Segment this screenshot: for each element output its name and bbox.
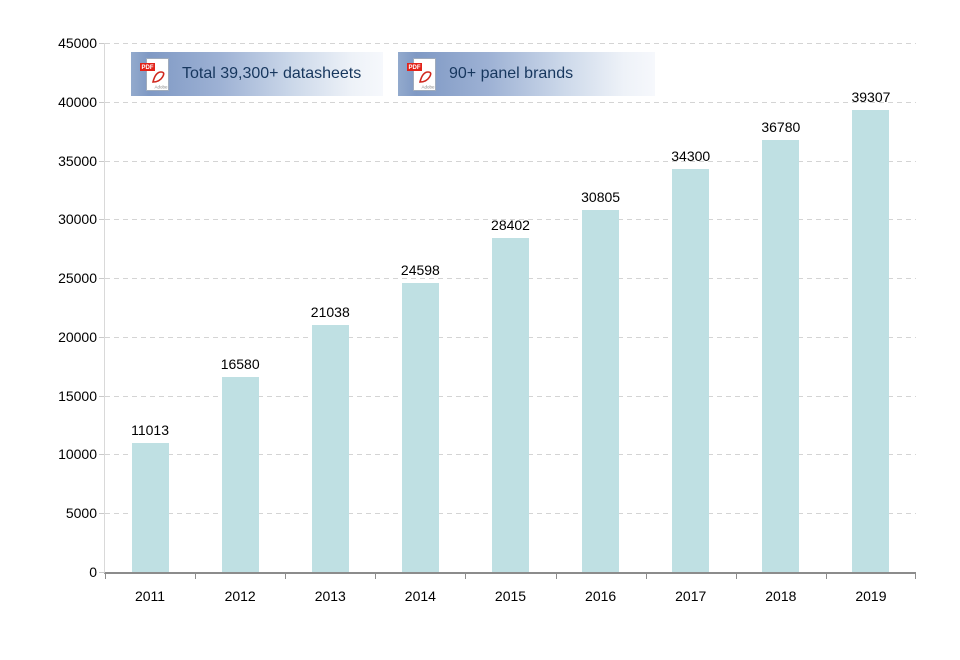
svg-text:PDF: PDF	[142, 65, 154, 71]
bar-2017	[672, 168, 710, 572]
badge-total-datasheets[interactable]: PDF Adobe Total 39,300+ datasheets	[131, 52, 383, 96]
x-axis-label: 2017	[675, 588, 707, 604]
badge-label-datasheets: Total 39,300+ datasheets	[182, 65, 362, 82]
x-axis-label: 2013	[314, 588, 346, 604]
x-axis-tick	[285, 574, 287, 579]
x-axis-tick	[645, 574, 647, 579]
bar-2018	[762, 139, 800, 572]
y-axis-label: 15000	[58, 387, 97, 404]
y-axis-label: 40000	[58, 93, 97, 110]
pdf-icon: PDF Adobe	[140, 57, 169, 91]
pdf-icon: PDF Adobe	[407, 57, 436, 91]
x-axis-tick	[825, 574, 827, 579]
x-axis-label: 2012	[224, 588, 256, 604]
y-axis-label: 0	[89, 564, 97, 580]
x-axis-tick	[105, 574, 106, 579]
x-axis-label: 2011	[134, 588, 166, 604]
bar-2013	[311, 324, 349, 572]
svg-text:PDF: PDF	[409, 65, 421, 71]
bar-2011	[131, 442, 169, 572]
bar-2012	[221, 377, 259, 572]
y-axis-label: 20000	[58, 328, 97, 345]
bar-value-label: 39307	[851, 88, 891, 105]
y-axis-tick	[99, 336, 104, 338]
svg-text:Adobe: Adobe	[421, 84, 435, 89]
x-axis-tick	[555, 574, 557, 579]
y-axis-label: 25000	[58, 270, 97, 287]
y-axis-label: 35000	[58, 152, 97, 169]
x-axis-label: 2015	[494, 588, 527, 604]
x-axis-tick	[465, 574, 467, 579]
svg-text:Adobe: Adobe	[154, 84, 168, 89]
bar-2015	[492, 238, 529, 572]
gridline	[105, 160, 916, 162]
bar-value-label: 21038	[310, 303, 350, 320]
y-axis-label: 45000	[58, 35, 97, 51]
y-axis-label: 5000	[65, 505, 97, 522]
x-axis-label: 2018	[765, 588, 797, 604]
y-axis-label: 30000	[58, 211, 97, 228]
bar-value-label: 30805	[581, 188, 621, 205]
x-axis-label: 2014	[404, 588, 436, 604]
x-axis-tick	[375, 574, 377, 579]
plot-area: 0 5000 10000 15000 20000 25000 30000 35000 40000…	[58, 35, 916, 604]
x-axis-label: 2016	[585, 588, 617, 604]
x-axis-tick	[915, 574, 916, 579]
y-axis-tick	[99, 219, 104, 221]
badge-panel-brands[interactable]: PDF Adobe 90+ panel brands	[398, 52, 655, 96]
bar-value-label: 16580	[220, 356, 260, 373]
gridline	[105, 219, 916, 221]
y-axis-tick	[99, 278, 104, 280]
bar-value-label: 34300	[671, 147, 711, 164]
gridline	[105, 101, 916, 103]
bar-value-label: 28402	[491, 217, 530, 234]
y-axis-tick	[99, 395, 104, 397]
x-axis-tick	[195, 574, 197, 579]
badge-label-brands: 90+ panel brands	[449, 65, 574, 82]
y-axis-label: 10000	[58, 446, 97, 463]
bar-2014	[401, 282, 439, 572]
bar-value-label: 36780	[761, 118, 801, 135]
x-axis-label: 2019	[855, 588, 887, 604]
y-axis-tick	[99, 160, 104, 162]
bar-value-label: 24598	[400, 261, 440, 278]
y-axis-tick	[99, 513, 104, 515]
y-axis-tick	[99, 454, 104, 456]
bar-2016	[582, 209, 620, 572]
bar-value-label: 11013	[131, 421, 169, 438]
bar-2019	[852, 109, 890, 572]
x-axis-tick	[735, 574, 737, 579]
y-axis-tick	[99, 572, 104, 573]
gridline	[105, 43, 916, 44]
y-axis-tick	[99, 43, 104, 44]
y-axis-tick	[99, 101, 104, 103]
